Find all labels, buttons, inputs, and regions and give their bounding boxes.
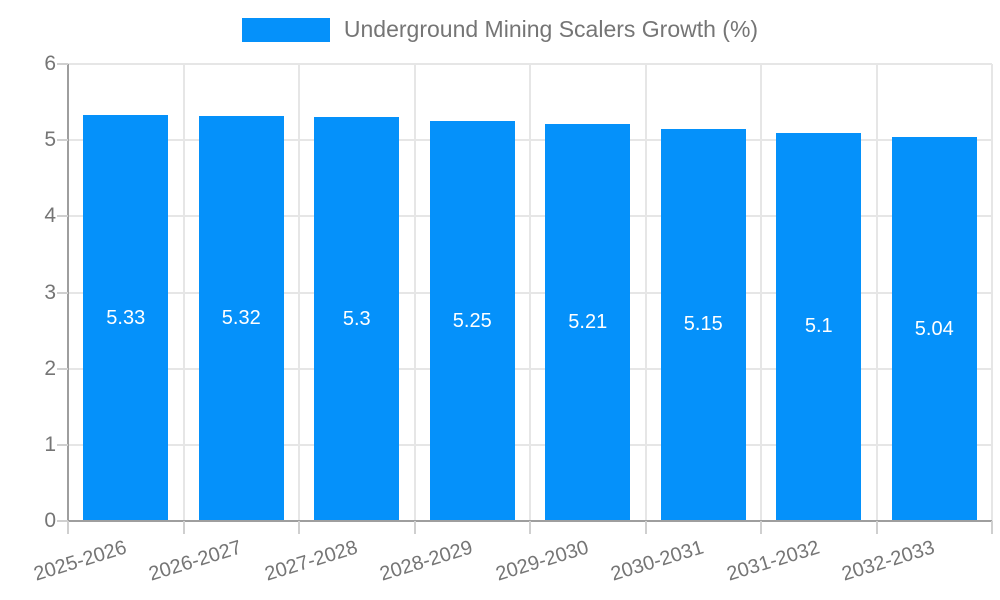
bar-value-label: 5.15 — [683, 313, 723, 336]
y-tick-mark — [57, 520, 68, 522]
x-tick-mark — [298, 521, 300, 534]
y-tick-mark — [57, 63, 68, 65]
bar: 5.25 — [429, 121, 515, 521]
x-gridline — [760, 64, 762, 521]
bar-value-label: 5.3 — [342, 307, 371, 330]
y-tick-mark — [57, 291, 68, 294]
bar-value-label: 5.04 — [914, 317, 954, 340]
y-tick-label: 1 — [44, 432, 56, 456]
bar-value-label: 5.21 — [568, 311, 608, 334]
y-tick-label: 0 — [44, 509, 56, 532]
x-tick-mark — [67, 521, 69, 534]
y-tick-label: 2 — [44, 356, 56, 380]
bar-value-label: 5.33 — [106, 306, 146, 329]
x-gridline — [413, 64, 416, 521]
bar: 5.32 — [198, 115, 284, 521]
x-tick-mark — [529, 521, 531, 534]
legend-label: Underground Mining Scalers Growth (%) — [343, 16, 759, 42]
x-tick-mark — [875, 521, 878, 534]
bar: 5.04 — [891, 137, 977, 521]
y-tick-label: 5 — [44, 128, 56, 152]
bar-value-label: 5.1 — [804, 315, 833, 338]
legend: Underground Mining Scalers Growth (%) — [0, 16, 1000, 43]
x-tick-mark — [991, 521, 993, 534]
y-axis-line — [67, 64, 69, 521]
legend-swatch — [241, 17, 330, 42]
y-tick-label: 4 — [44, 204, 56, 228]
y-tick-mark — [57, 367, 68, 370]
x-gridline — [644, 64, 647, 521]
bar: 5.3 — [314, 117, 400, 521]
x-gridline — [991, 64, 993, 521]
x-tick-mark — [182, 521, 185, 534]
bar: 5.15 — [660, 128, 746, 521]
y-tick-mark — [57, 443, 68, 446]
x-tick-mark — [760, 521, 762, 534]
bar-value-label: 5.32 — [221, 306, 261, 329]
x-gridline — [298, 64, 300, 521]
bar: 5.21 — [545, 124, 631, 521]
x-tick-mark — [644, 521, 647, 534]
x-tick-mark — [413, 521, 416, 534]
bar: 5.33 — [83, 115, 169, 521]
bar: 5.1 — [776, 132, 862, 521]
bar-value-label: 5.25 — [452, 309, 492, 332]
x-gridline — [529, 64, 531, 521]
x-gridline — [182, 64, 185, 521]
plot-area: 5.33 5.32 5.3 5.25 5.21 5.15 5.1 5.04 — [67, 63, 993, 522]
y-tick-mark — [57, 215, 68, 218]
y-tick-label: 3 — [44, 280, 56, 304]
y-tick-mark — [57, 139, 68, 142]
x-gridline — [875, 64, 878, 521]
y-tick-label: 6 — [44, 52, 56, 75]
